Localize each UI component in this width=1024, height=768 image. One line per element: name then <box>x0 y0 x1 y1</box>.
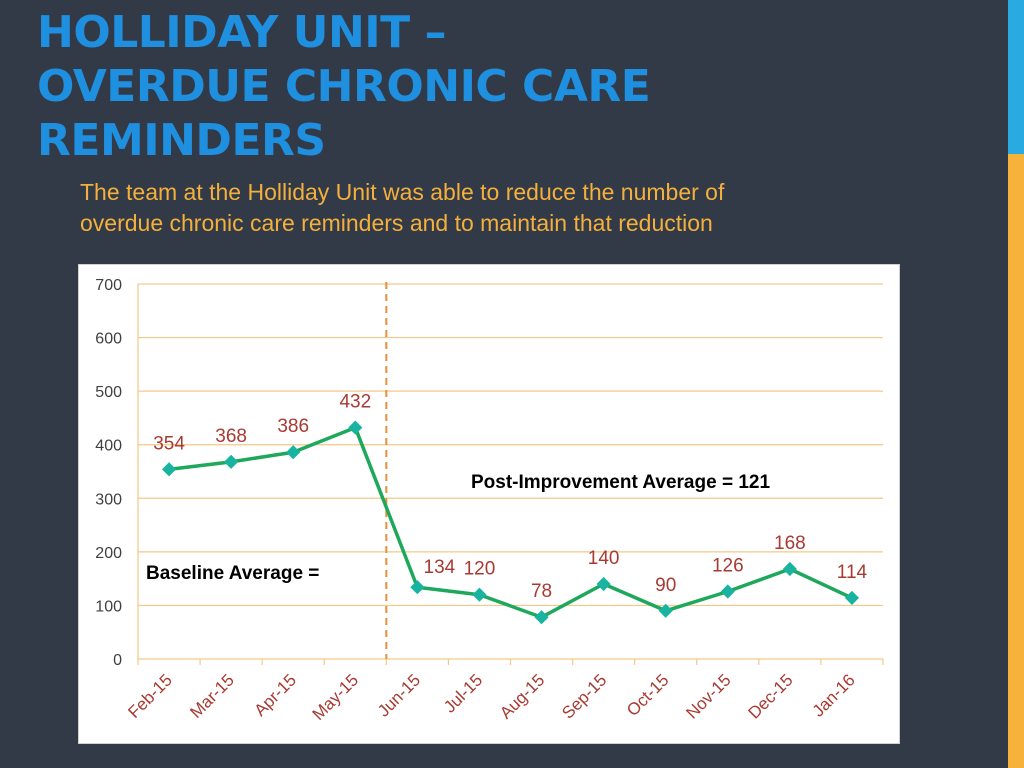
data-label: 368 <box>215 426 247 447</box>
slide-subtitle: The team at the Holliday Unit was able t… <box>80 177 960 239</box>
title-line-1: HOLLIDAY UNIT – <box>37 7 446 58</box>
data-point <box>844 590 860 605</box>
x-tick-label: May-15 <box>309 670 363 724</box>
data-label: 120 <box>464 559 496 580</box>
series-line <box>168 425 853 619</box>
x-tick-label: Sep-15 <box>558 670 610 722</box>
x-tick-label: Jan-16 <box>809 670 859 720</box>
chart-panel: 0 100 200 300 400 500 600 700 Feb-15 Mar-15 Apr-15… <box>78 264 900 744</box>
x-tick-label: Jul-15 <box>440 670 486 716</box>
data-label: 140 <box>588 548 620 569</box>
title-line-3: REMINDERS <box>37 115 326 166</box>
x-tick-label: Apr-15 <box>251 670 301 720</box>
y-tick-label: 200 <box>95 545 122 562</box>
x-tick-label: Feb-15 <box>124 670 176 722</box>
data-label: 126 <box>712 556 744 577</box>
data-label: 354 <box>153 433 185 454</box>
x-tick-label: Oct-15 <box>623 670 673 720</box>
accent-bar-blue <box>1008 0 1024 154</box>
data-label: 386 <box>277 416 309 437</box>
data-point <box>410 580 425 595</box>
y-tick-label: 400 <box>95 438 122 455</box>
data-point <box>720 584 735 599</box>
x-tick-label: Jun-15 <box>374 670 424 720</box>
post-improvement-average-label: Post-Improvement Average = 121 <box>471 472 771 493</box>
subtitle-line-2: overdue chronic care reminders and to ma… <box>80 210 713 236</box>
data-label: 168 <box>774 533 806 554</box>
title-line-2: OVERDUE CHRONIC CARE <box>37 61 651 112</box>
y-tick-label: 600 <box>95 331 122 348</box>
x-tick-label: Aug-15 <box>496 670 548 722</box>
data-point <box>286 445 301 460</box>
data-point <box>782 561 797 577</box>
accent-bar-orange <box>1008 154 1024 768</box>
data-label: 432 <box>339 392 371 413</box>
data-point <box>348 420 363 435</box>
data-label: 78 <box>531 581 552 602</box>
y-tick-label: 500 <box>95 384 122 401</box>
line-chart: 0 100 200 300 400 500 600 700 Feb-15 Mar-15 Apr-15… <box>95 277 884 724</box>
data-point <box>224 454 239 469</box>
data-label: 90 <box>655 575 676 596</box>
data-point <box>472 587 487 602</box>
y-tick-label: 700 <box>95 277 122 294</box>
data-label: 134 <box>424 557 456 578</box>
data-point <box>161 462 177 477</box>
x-tick-label: Nov-15 <box>682 670 734 722</box>
data-point <box>596 576 611 592</box>
data-point <box>658 603 673 618</box>
baseline-average-label: Baseline Average = <box>146 563 320 584</box>
data-point <box>534 610 549 625</box>
slide-title: HOLLIDAY UNIT – OVERDUE CHRONIC CARE REM… <box>37 6 977 168</box>
y-tick-label: 300 <box>95 491 122 508</box>
subtitle-line-1: The team at the Holliday Unit was able t… <box>80 179 725 205</box>
x-tick-label: Mar-15 <box>186 670 238 722</box>
y-tick-label: 100 <box>95 598 122 615</box>
y-tick-label: 0 <box>113 652 122 669</box>
data-label: 114 <box>837 562 868 583</box>
x-tick-label: Dec-15 <box>745 670 797 722</box>
